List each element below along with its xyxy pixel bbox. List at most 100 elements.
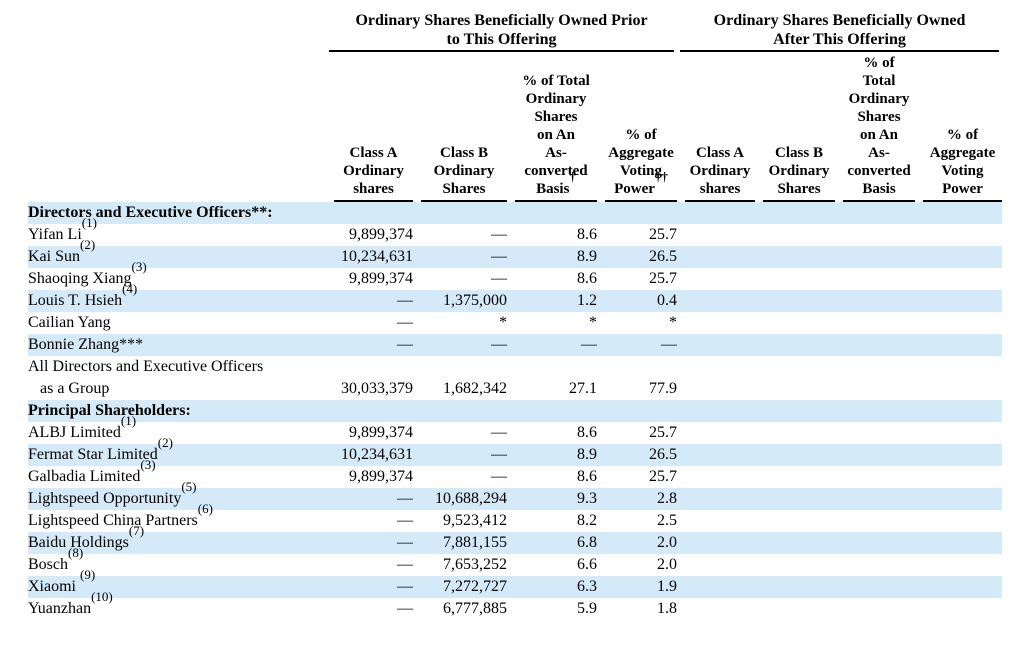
group-header-underline: Ordinary Shares Beneficially Owned Prior…	[329, 11, 675, 52]
dagger-footnote-mark: ††	[654, 169, 668, 184]
row-label-text: Xiaomi	[28, 578, 80, 595]
value-cell: —	[491, 424, 507, 441]
value-cell	[507, 400, 597, 422]
value-cell	[915, 466, 1002, 488]
value-cell: 10,234,631	[341, 446, 413, 463]
table-row: All Directors and Executive Officers as …	[28, 356, 1002, 400]
value-cell: *	[589, 314, 597, 331]
table-row: Directors and Executive Officers**:	[28, 202, 1003, 224]
table-row: Baidu Holdings(7) — 7,881,155 6.8 2.0	[28, 524, 1003, 554]
table-row: Shaoqing Xiang(3) 9,899,374 — 8.6 25.7	[28, 260, 1002, 290]
value-cell: 9.3	[577, 490, 597, 507]
value-cell	[835, 598, 915, 620]
column-header-text: Class A Ordinary shares	[326, 144, 413, 198]
row-label-text: Baidu Holdings	[28, 534, 129, 551]
value-cell: —	[491, 270, 507, 287]
column-header-label: % of Aggregate Voting Power	[608, 127, 674, 197]
value-cell	[835, 246, 915, 268]
value-cell	[915, 290, 1002, 312]
value-cell: 9,899,374	[349, 226, 413, 243]
column-header-underline	[605, 200, 678, 202]
value-cell	[915, 268, 1002, 290]
row-label: Principal Shareholders:	[28, 400, 326, 422]
column-header-underline	[763, 200, 836, 202]
value-cell: 6.3	[577, 578, 597, 595]
group-header-row: Ordinary Shares Beneficially Owned Prior…	[28, 8, 1002, 52]
value-cell: —	[397, 336, 413, 353]
value-cell: 0.4	[657, 292, 678, 309]
row-label-text: Bonnie Zhang***	[28, 336, 144, 353]
group-header-prior-offering: Ordinary Shares Beneficially Owned Prior…	[326, 8, 677, 52]
value-cell: —	[581, 336, 597, 353]
row-label-text: Shaoqing Xiang	[28, 270, 132, 287]
column-header-5: Class A Ordinary shares	[677, 52, 756, 202]
value-cell: —	[397, 578, 413, 595]
value-cell: —	[491, 248, 507, 265]
value-cell: —	[397, 556, 413, 573]
column-header-underline	[515, 200, 597, 202]
value-cell: 7,272,727	[443, 578, 507, 595]
group-header-prior-title: Ordinary Shares Beneficially Owned Prior…	[355, 12, 648, 48]
value-cell: 6.6	[577, 556, 597, 573]
row-label: ALBJ Limited(1)	[28, 414, 326, 444]
row-label: Galbadia Limited(3)	[28, 458, 326, 488]
column-header-label: % of Total Ordinary Shares on An As- con…	[847, 55, 911, 197]
footnote-reference: (1)	[120, 412, 137, 428]
value-cell: —	[491, 446, 507, 463]
value-cell: 2.8	[657, 490, 678, 507]
row-label: Bonnie Zhang***	[28, 334, 326, 356]
value-cell: 7,653,252	[443, 556, 507, 573]
value-cell: 26.5	[649, 248, 678, 265]
value-cell	[597, 400, 677, 422]
value-cell	[677, 312, 755, 334]
row-label: All Directors and Executive Officers as …	[28, 356, 326, 400]
row-label-text: Principal Shareholders:	[28, 402, 191, 419]
value-cell: 25.7	[649, 468, 678, 485]
value-cell	[507, 202, 597, 224]
column-header-underline	[923, 200, 1003, 202]
value-cell	[915, 246, 1002, 268]
value-cell: 1,682,342	[443, 380, 507, 397]
table-body: Directors and Executive Officers**: Yifan…	[28, 202, 1003, 620]
value-cell: 1.2	[577, 292, 597, 309]
value-cell: 8.6	[577, 226, 597, 243]
table-row: Kai Sun(2) 10,234,631 — 8.9 26.5	[28, 238, 1003, 268]
value-cell	[915, 554, 1002, 576]
footnote-reference: (3)	[131, 258, 147, 274]
footnote-reference: (7)	[128, 522, 145, 538]
value-cell: 1.9	[657, 578, 678, 595]
column-header-4: % of Aggregate Voting Power††	[597, 52, 678, 202]
table-row: Bosch(8) — 7,653,252 6.6 2.0	[28, 546, 1002, 576]
value-cell: 8.6	[577, 468, 597, 485]
column-header-7: % of Total Ordinary Shares on An As- con…	[835, 52, 916, 202]
column-header-text: Class A Ordinary shares	[677, 144, 755, 198]
value-cell: *	[669, 314, 678, 331]
row-label: Baidu Holdings(7)	[28, 524, 326, 554]
row-label-text: Bosch	[28, 556, 68, 573]
column-header-label: Class B Ordinary Shares	[768, 145, 830, 197]
group-header-after-title: Ordinary Shares Beneficially Owned After…	[713, 12, 966, 48]
value-cell	[755, 576, 835, 598]
value-cell	[677, 422, 755, 444]
value-cell: 77.9	[649, 380, 678, 397]
value-cell	[755, 312, 835, 334]
group-header-underline: Ordinary Shares Beneficially Owned After…	[680, 11, 1000, 52]
value-cell	[835, 224, 915, 246]
value-cell	[835, 532, 915, 554]
value-cell	[755, 246, 835, 268]
table-row: Lightspeed Opportunity(5) — 10,688,294 9.3 2…	[28, 480, 1003, 510]
row-label: Directors and Executive Officers**:	[28, 202, 326, 224]
value-cell	[835, 554, 915, 576]
value-cell: 10,234,631	[341, 248, 413, 265]
value-cell: 7,881,155	[443, 534, 507, 551]
value-cell	[755, 598, 835, 620]
row-label: Lightspeed Opportunity(5)	[28, 480, 326, 510]
table-row: Louis T. Hsieh(4) — 1,375,000 1.2 0.4	[28, 282, 1003, 312]
footnote-reference: (4)	[122, 280, 138, 296]
table-row: Galbadia Limited(3) 9,899,374 — 8.6 25.7	[28, 458, 1002, 488]
column-header-text: % of Aggregate Voting Power	[915, 126, 1002, 198]
value-cell	[835, 444, 915, 466]
value-cell	[677, 356, 755, 400]
column-header-row: Class A Ordinary shares Class B Ordinary …	[28, 52, 1003, 202]
value-cell: 25.7	[649, 270, 678, 287]
